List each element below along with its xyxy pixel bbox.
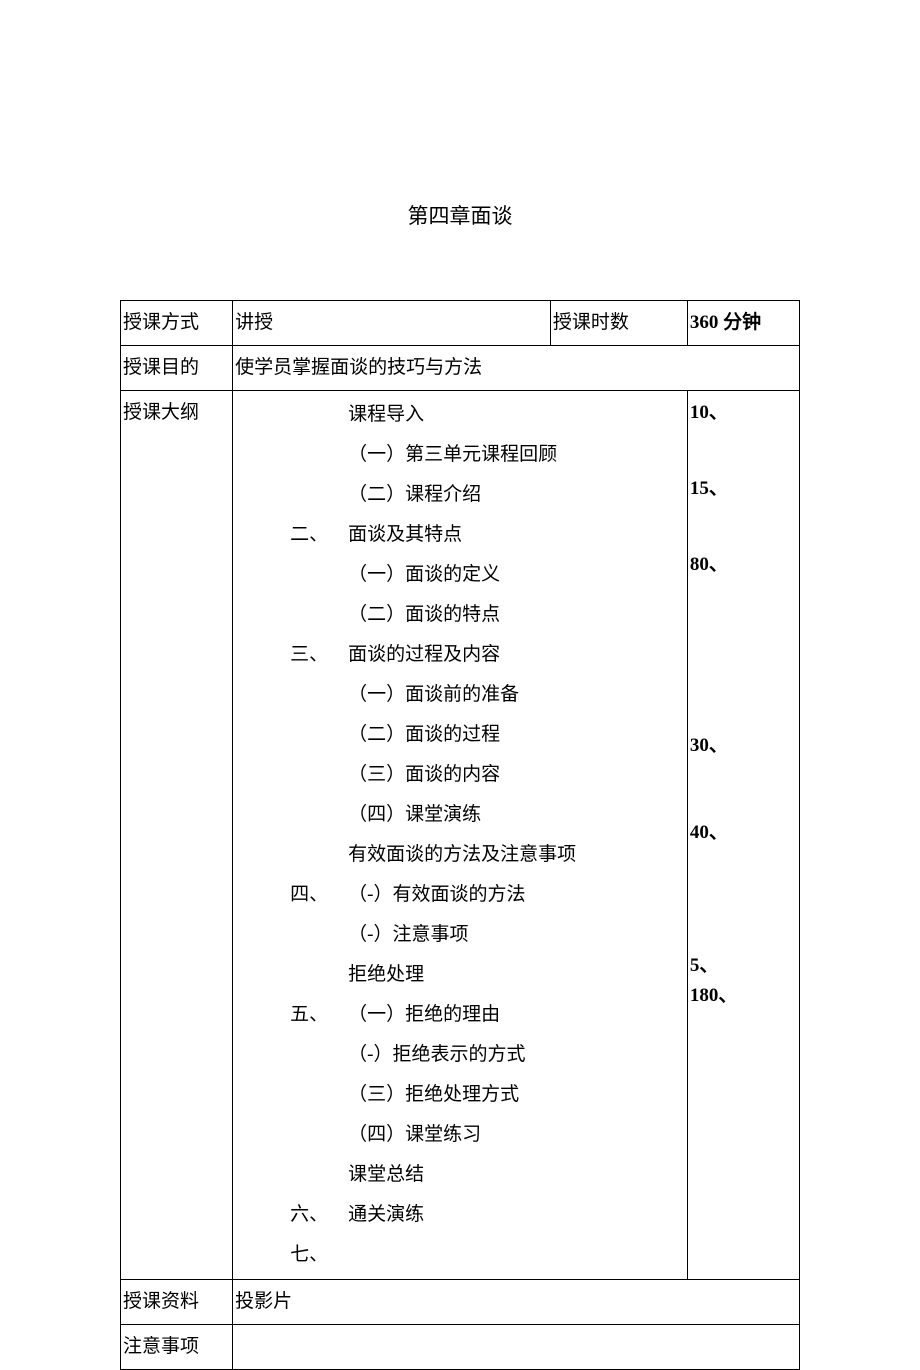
label-hours: 授课时数 (550, 301, 687, 346)
outline-item: （二）面谈的特点 (348, 595, 685, 635)
table-row: 授课资料 投影片 (121, 1280, 800, 1325)
table-row: 注意事项 (121, 1325, 800, 1370)
table-row: 授课方式 讲授 授课时数 360 分钟 (121, 301, 800, 346)
outline-item: 面谈及其特点 (348, 515, 685, 555)
label-notes: 注意事项 (121, 1325, 233, 1370)
time-item: 10、 (690, 395, 797, 431)
time-cell: 10、 15、 80、 30、 40、 5、 180、 (687, 391, 799, 1280)
outline-number: 四、 (290, 875, 348, 915)
outline-numbers: 二、 三、 四、 五、 六、 七、 (290, 395, 348, 1275)
outline-item: （三）拒绝处理方式 (348, 1075, 685, 1115)
label-outline: 授课大纲 (121, 391, 233, 1280)
outline-item: （二）面谈的过程 (348, 715, 685, 755)
outline-item: 课堂总结 (348, 1155, 685, 1195)
outline-item: （一）拒绝的理由 (348, 995, 685, 1035)
outline-item: （-）拒绝表示的方式 (348, 1035, 685, 1075)
label-purpose: 授课目的 (121, 346, 233, 391)
table-row: 授课目的 使学员掌握面谈的技巧与方法 (121, 346, 800, 391)
label-materials: 授课资料 (121, 1280, 233, 1325)
outline-number: 三、 (290, 635, 348, 675)
outline-item: （四）课堂演练 (348, 795, 685, 835)
time-item: 180、 (690, 981, 797, 1011)
value-materials: 投影片 (233, 1280, 800, 1325)
outline-item: 拒绝处理 (348, 955, 685, 995)
outline-item: （一）面谈前的准备 (348, 675, 685, 715)
time-item: 30、 (690, 728, 797, 764)
outline-item: （-）注意事项 (348, 915, 685, 955)
outline-item: 通关演练 (348, 1195, 685, 1235)
outline-number: 五、 (290, 995, 348, 1035)
outline-item: 面谈的过程及内容 (348, 635, 685, 675)
outline-item: 有效面谈的方法及注意事项 (348, 835, 685, 875)
value-method: 讲授 (233, 301, 551, 346)
time-item: 40、 (690, 815, 797, 851)
outline-item: （三）面谈的内容 (348, 755, 685, 795)
outline-number: 二、 (290, 515, 348, 595)
time-item: 15、 (690, 471, 797, 507)
value-notes (233, 1325, 800, 1370)
document-page: 第四章面谈 授课方式 讲授 授课时数 360 分钟 授课目的 使学员掌握面谈的技… (0, 0, 920, 1370)
time-item: 5、 (690, 951, 797, 981)
page-title: 第四章面谈 (120, 200, 800, 230)
value-purpose: 使学员掌握面谈的技巧与方法 (233, 346, 800, 391)
label-method: 授课方式 (121, 301, 233, 346)
table-row: 授课大纲 二、 三、 四、 五、 六、 七、 (121, 391, 800, 1280)
outline-item: （-）有效面谈的方法 (348, 875, 685, 915)
outline-item: （一）第三单元课程回顾 (348, 435, 685, 475)
outline-number: 七、 (290, 1235, 348, 1275)
outline-item: （四）课堂练习 (348, 1115, 685, 1155)
value-hours: 360 分钟 (687, 301, 799, 346)
outline-item: 课程导入 (348, 395, 685, 435)
outline-text: 课程导入 （一）第三单元课程回顾 （二）课程介绍 面谈及其特点 （一）面谈的定义… (348, 395, 685, 1275)
outline-number: 六、 (290, 1195, 348, 1235)
time-item: 80、 (690, 547, 797, 583)
lesson-plan-table: 授课方式 讲授 授课时数 360 分钟 授课目的 使学员掌握面谈的技巧与方法 授… (120, 300, 800, 1370)
outline-cell: 二、 三、 四、 五、 六、 七、 课程导入 （一）第三单元课程回顾 (233, 391, 688, 1280)
outline-item: （一）面谈的定义 (348, 555, 685, 595)
outline-item: （二）课程介绍 (348, 475, 685, 515)
